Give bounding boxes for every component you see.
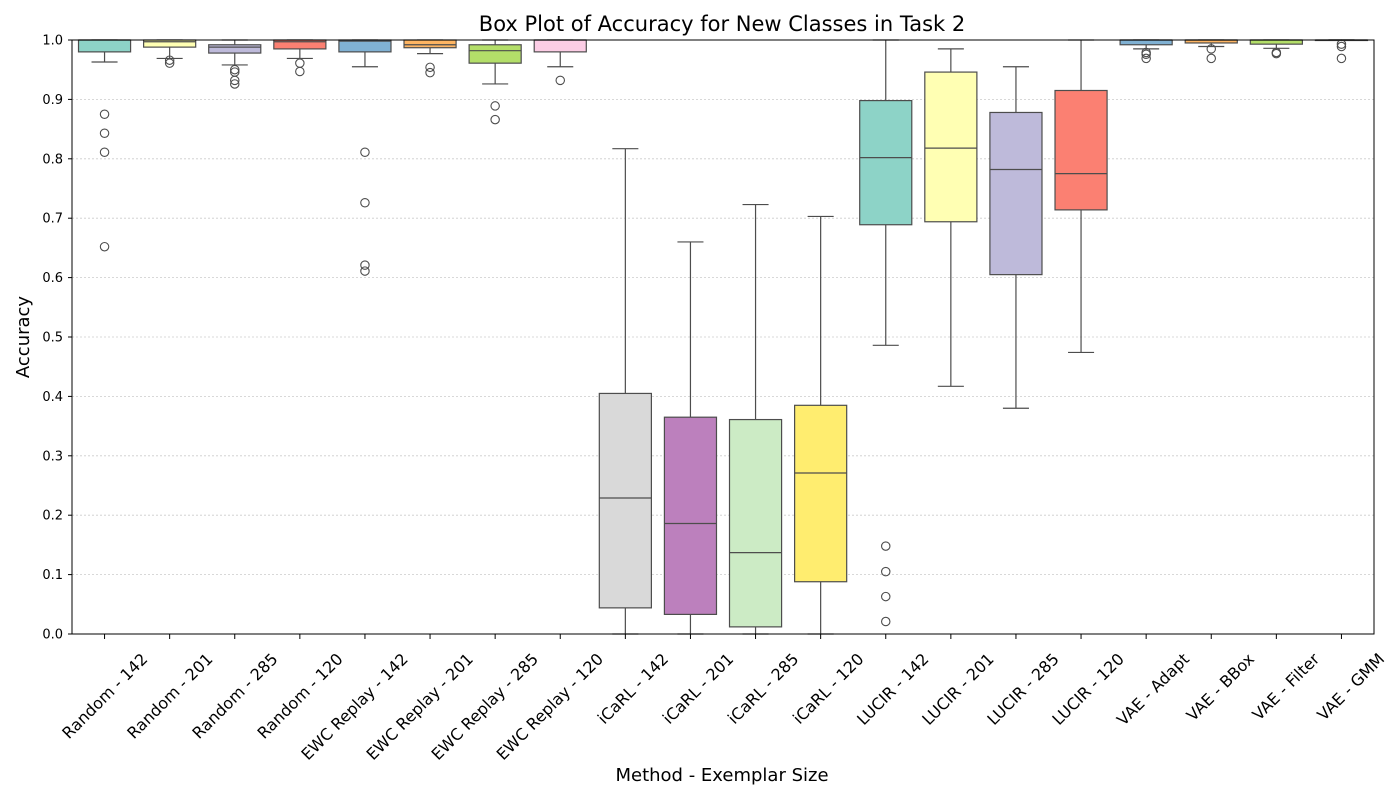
y-tick-label: 1.0 (42, 34, 63, 49)
box-body (143, 39, 197, 48)
x-tick-label: VAE - BBox (1183, 649, 1258, 724)
box-body (794, 404, 848, 583)
box-group (1054, 39, 1108, 354)
x-tick-label: EWC Replay - 285 (428, 649, 542, 763)
outlier-point (880, 541, 891, 551)
y-tick-label: 0.9 (42, 93, 63, 108)
x-tick-label: VAE - GMM (1313, 649, 1388, 724)
outlier-point (1141, 53, 1151, 64)
outlier-point (99, 128, 110, 139)
chart-title: Box Plot of Accuracy for New Classes in … (479, 12, 965, 36)
outlier-point (425, 62, 435, 73)
outlier-point (490, 101, 500, 111)
box-group (77, 39, 132, 252)
outlier-point (880, 566, 891, 577)
x-tick-label: VAE - Filter (1249, 649, 1324, 724)
box-group (1184, 39, 1238, 64)
box-group (468, 39, 522, 125)
box-group (728, 203, 783, 635)
y-tick-label: 0.6 (42, 271, 63, 286)
box-group (533, 39, 587, 86)
box-body (77, 39, 132, 53)
outlier-point (99, 147, 110, 158)
outlier-point (295, 66, 305, 77)
box-body (924, 71, 978, 223)
y-tick-label: 0.4 (42, 390, 63, 405)
outlier-point (490, 114, 500, 125)
outlier-point (1206, 53, 1217, 64)
outlier-point (1336, 53, 1347, 64)
outlier-point (164, 55, 175, 65)
box-body (533, 39, 587, 53)
y-tick-label: 0.3 (42, 449, 63, 464)
box-body (1119, 39, 1173, 46)
x-tick-label: EWC Replay - 201 (362, 649, 476, 763)
box-body (1249, 39, 1303, 45)
outlier-point (360, 266, 370, 276)
box-body (1054, 89, 1108, 211)
y-tick-label: 0.2 (42, 509, 63, 524)
box-body (208, 44, 262, 54)
outlier-point (99, 241, 110, 252)
outlier-point (360, 260, 370, 270)
box-group (1314, 39, 1369, 64)
outlier-point (555, 75, 565, 86)
outlier-point (99, 109, 110, 120)
outlier-point (360, 198, 370, 208)
y-tick-label: 0.5 (42, 331, 63, 346)
box-body (598, 392, 652, 609)
box-group (1249, 39, 1303, 59)
y-tick-label: 0.1 (42, 568, 63, 583)
grid-layer (72, 99, 1374, 575)
box-body (403, 39, 457, 49)
box-group (859, 39, 913, 627)
box-body (989, 111, 1043, 276)
y-tick-label: 0.7 (42, 212, 63, 227)
outlier-point (1336, 41, 1347, 52)
box-group (208, 39, 262, 89)
outlier-point (880, 616, 891, 627)
outlier-point (230, 75, 240, 86)
box-group (794, 215, 848, 635)
box-group (143, 39, 197, 68)
box-group (598, 148, 652, 635)
box-group (273, 39, 327, 77)
x-tick-label: EWC Replay - 142 (297, 649, 411, 763)
y-tick-label: 0.8 (42, 152, 63, 167)
outlier-point (1206, 44, 1217, 54)
box-group (989, 66, 1043, 409)
x-axis-label: Method - Exemplar Size (615, 765, 828, 786)
box-body (859, 99, 913, 226)
y-axis-label: Accuracy (13, 296, 34, 379)
plot-frame (71, 39, 1375, 635)
y-tick-label: 0.0 (42, 628, 63, 643)
x-tick-label: EWC Replay - 120 (493, 649, 607, 763)
box-group (403, 39, 457, 78)
outlier-point (230, 79, 240, 89)
box-body (468, 44, 522, 64)
outlier-point (1141, 49, 1151, 60)
boxes-layer (77, 39, 1369, 635)
outlier-point (164, 58, 175, 68)
box-body (663, 416, 718, 615)
box-group (663, 241, 718, 635)
outlier-point (880, 591, 891, 602)
outlier-point (360, 147, 370, 158)
box-group (924, 48, 978, 387)
y-axis: 0.0 0.1 0.2 0.3 0.4 0.5 0.6 0.7 0.8 0.9 1.0 (42, 34, 72, 643)
box-group (338, 39, 392, 276)
outlier-point (425, 67, 435, 78)
outlier-point (1271, 48, 1282, 59)
outlier-point (295, 58, 305, 68)
box-body (728, 418, 783, 628)
outlier-point (230, 64, 240, 75)
box-group (1119, 39, 1173, 64)
